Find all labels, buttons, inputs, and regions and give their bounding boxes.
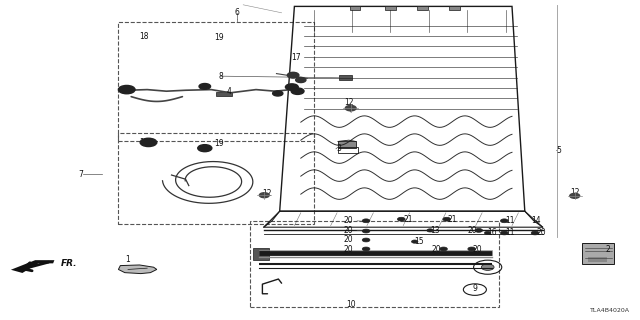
Text: 11: 11 <box>506 216 515 225</box>
Circle shape <box>140 138 157 147</box>
Circle shape <box>118 85 135 94</box>
Circle shape <box>412 240 418 243</box>
Bar <box>339 75 352 80</box>
Text: 21: 21 <box>403 215 413 224</box>
Text: 2: 2 <box>605 245 611 254</box>
Text: 8: 8 <box>218 72 223 81</box>
Circle shape <box>287 72 299 78</box>
Circle shape <box>500 219 508 223</box>
Text: 20: 20 <box>536 228 546 237</box>
Circle shape <box>296 77 306 83</box>
Text: 16: 16 <box>488 228 497 237</box>
Circle shape <box>475 228 483 232</box>
Circle shape <box>285 84 298 90</box>
Circle shape <box>199 84 211 89</box>
Circle shape <box>440 247 447 251</box>
Text: 19: 19 <box>214 33 224 42</box>
Text: 11: 11 <box>506 228 515 237</box>
Text: 20: 20 <box>472 245 482 254</box>
Text: 3: 3 <box>336 144 341 153</box>
Circle shape <box>362 238 370 242</box>
Polygon shape <box>118 265 157 274</box>
Text: 13: 13 <box>430 226 440 235</box>
Text: 7: 7 <box>78 170 83 179</box>
Text: 21: 21 <box>448 215 458 224</box>
Text: 9: 9 <box>472 284 477 293</box>
Text: 6: 6 <box>234 8 239 17</box>
Bar <box>417 6 428 10</box>
Circle shape <box>427 229 433 232</box>
Circle shape <box>570 193 580 198</box>
Bar <box>216 92 232 96</box>
Circle shape <box>259 193 269 198</box>
Circle shape <box>362 229 370 233</box>
Circle shape <box>291 88 304 94</box>
Text: 18: 18 <box>140 138 148 147</box>
Text: 14: 14 <box>531 216 541 225</box>
Text: 12: 12 <box>344 98 353 107</box>
Text: FR.: FR. <box>61 260 77 268</box>
Bar <box>385 6 396 10</box>
Text: 20: 20 <box>468 226 477 235</box>
Text: 20: 20 <box>344 245 353 254</box>
Text: 20: 20 <box>344 236 353 244</box>
Text: 17: 17 <box>291 53 301 62</box>
Text: 20: 20 <box>344 216 353 225</box>
Text: 12: 12 <box>570 188 579 197</box>
Circle shape <box>500 231 508 235</box>
Circle shape <box>273 91 283 96</box>
Circle shape <box>397 217 405 221</box>
Bar <box>582 243 614 264</box>
Text: TLA4B4020A: TLA4B4020A <box>590 308 630 313</box>
Text: 20: 20 <box>344 226 353 235</box>
Circle shape <box>198 145 212 152</box>
Bar <box>253 248 269 260</box>
Text: 18: 18 <box>140 32 148 41</box>
Text: 19: 19 <box>214 140 224 148</box>
Text: 4: 4 <box>227 87 232 96</box>
Bar <box>338 141 356 148</box>
Polygon shape <box>11 260 54 273</box>
Bar <box>350 6 360 10</box>
Text: 15: 15 <box>414 237 424 246</box>
Circle shape <box>362 219 370 223</box>
Bar <box>588 257 607 262</box>
Circle shape <box>531 231 539 235</box>
Bar <box>449 6 460 10</box>
Text: 5: 5 <box>557 146 562 155</box>
Circle shape <box>443 217 451 221</box>
Bar <box>338 147 358 153</box>
Circle shape <box>481 264 494 270</box>
Text: 10: 10 <box>346 300 356 309</box>
Circle shape <box>346 106 356 111</box>
Text: 12: 12 <box>262 189 272 198</box>
Circle shape <box>468 247 476 251</box>
Circle shape <box>362 247 370 251</box>
Text: 1: 1 <box>125 255 131 264</box>
Circle shape <box>484 231 491 235</box>
Text: 20: 20 <box>432 245 442 254</box>
